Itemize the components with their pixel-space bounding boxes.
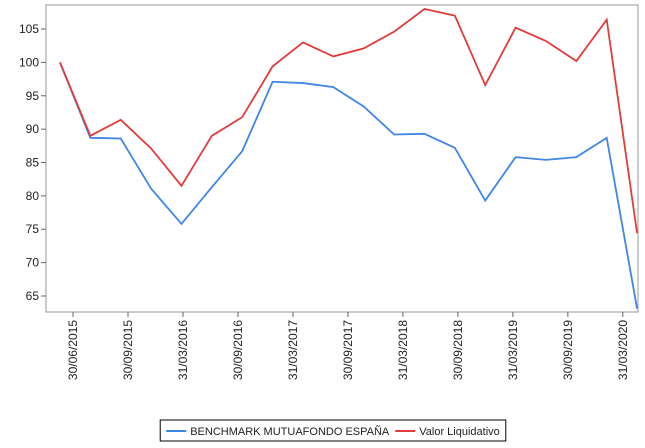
x-tick-label: 31/03/2020	[616, 320, 630, 380]
legend-label: Valor Liquidativo	[419, 426, 500, 438]
y-tick-label: 95	[26, 89, 40, 103]
y-tick-label: 75	[26, 222, 40, 236]
x-tick-label: 31/03/2018	[396, 320, 410, 380]
legend-label: BENCHMARK MUTUAFONDO ESPAÑA	[190, 425, 390, 438]
y-tick-label: 85	[26, 156, 40, 170]
series-line	[59, 62, 638, 309]
y-tick-label: 70	[26, 256, 40, 270]
x-tick-label: 30/09/2016	[231, 320, 245, 380]
x-tick-label: 31/03/2017	[286, 320, 300, 380]
series-line	[59, 8, 638, 234]
y-tick-label: 80	[26, 189, 40, 203]
x-tick-label: 30/09/2017	[341, 320, 355, 380]
y-tick-label: 100	[19, 55, 39, 69]
y-tick-label: 90	[26, 122, 40, 136]
x-tick-label: 30/06/2015	[66, 320, 80, 380]
x-tick-label: 30/09/2015	[121, 320, 135, 380]
x-tick-label: 31/03/2019	[506, 320, 520, 380]
y-tick-label: 65	[26, 289, 40, 303]
x-tick-label: 31/03/2016	[176, 320, 190, 380]
legend: BENCHMARK MUTUAFONDO ESPAÑA Valor Liquida…	[159, 419, 507, 442]
x-tick-label: 30/09/2019	[561, 320, 575, 380]
x-tick-label: 30/09/2018	[451, 320, 465, 380]
y-tick-label: 105	[19, 22, 39, 36]
plot-area	[45, 4, 639, 313]
legend-box	[159, 419, 507, 442]
